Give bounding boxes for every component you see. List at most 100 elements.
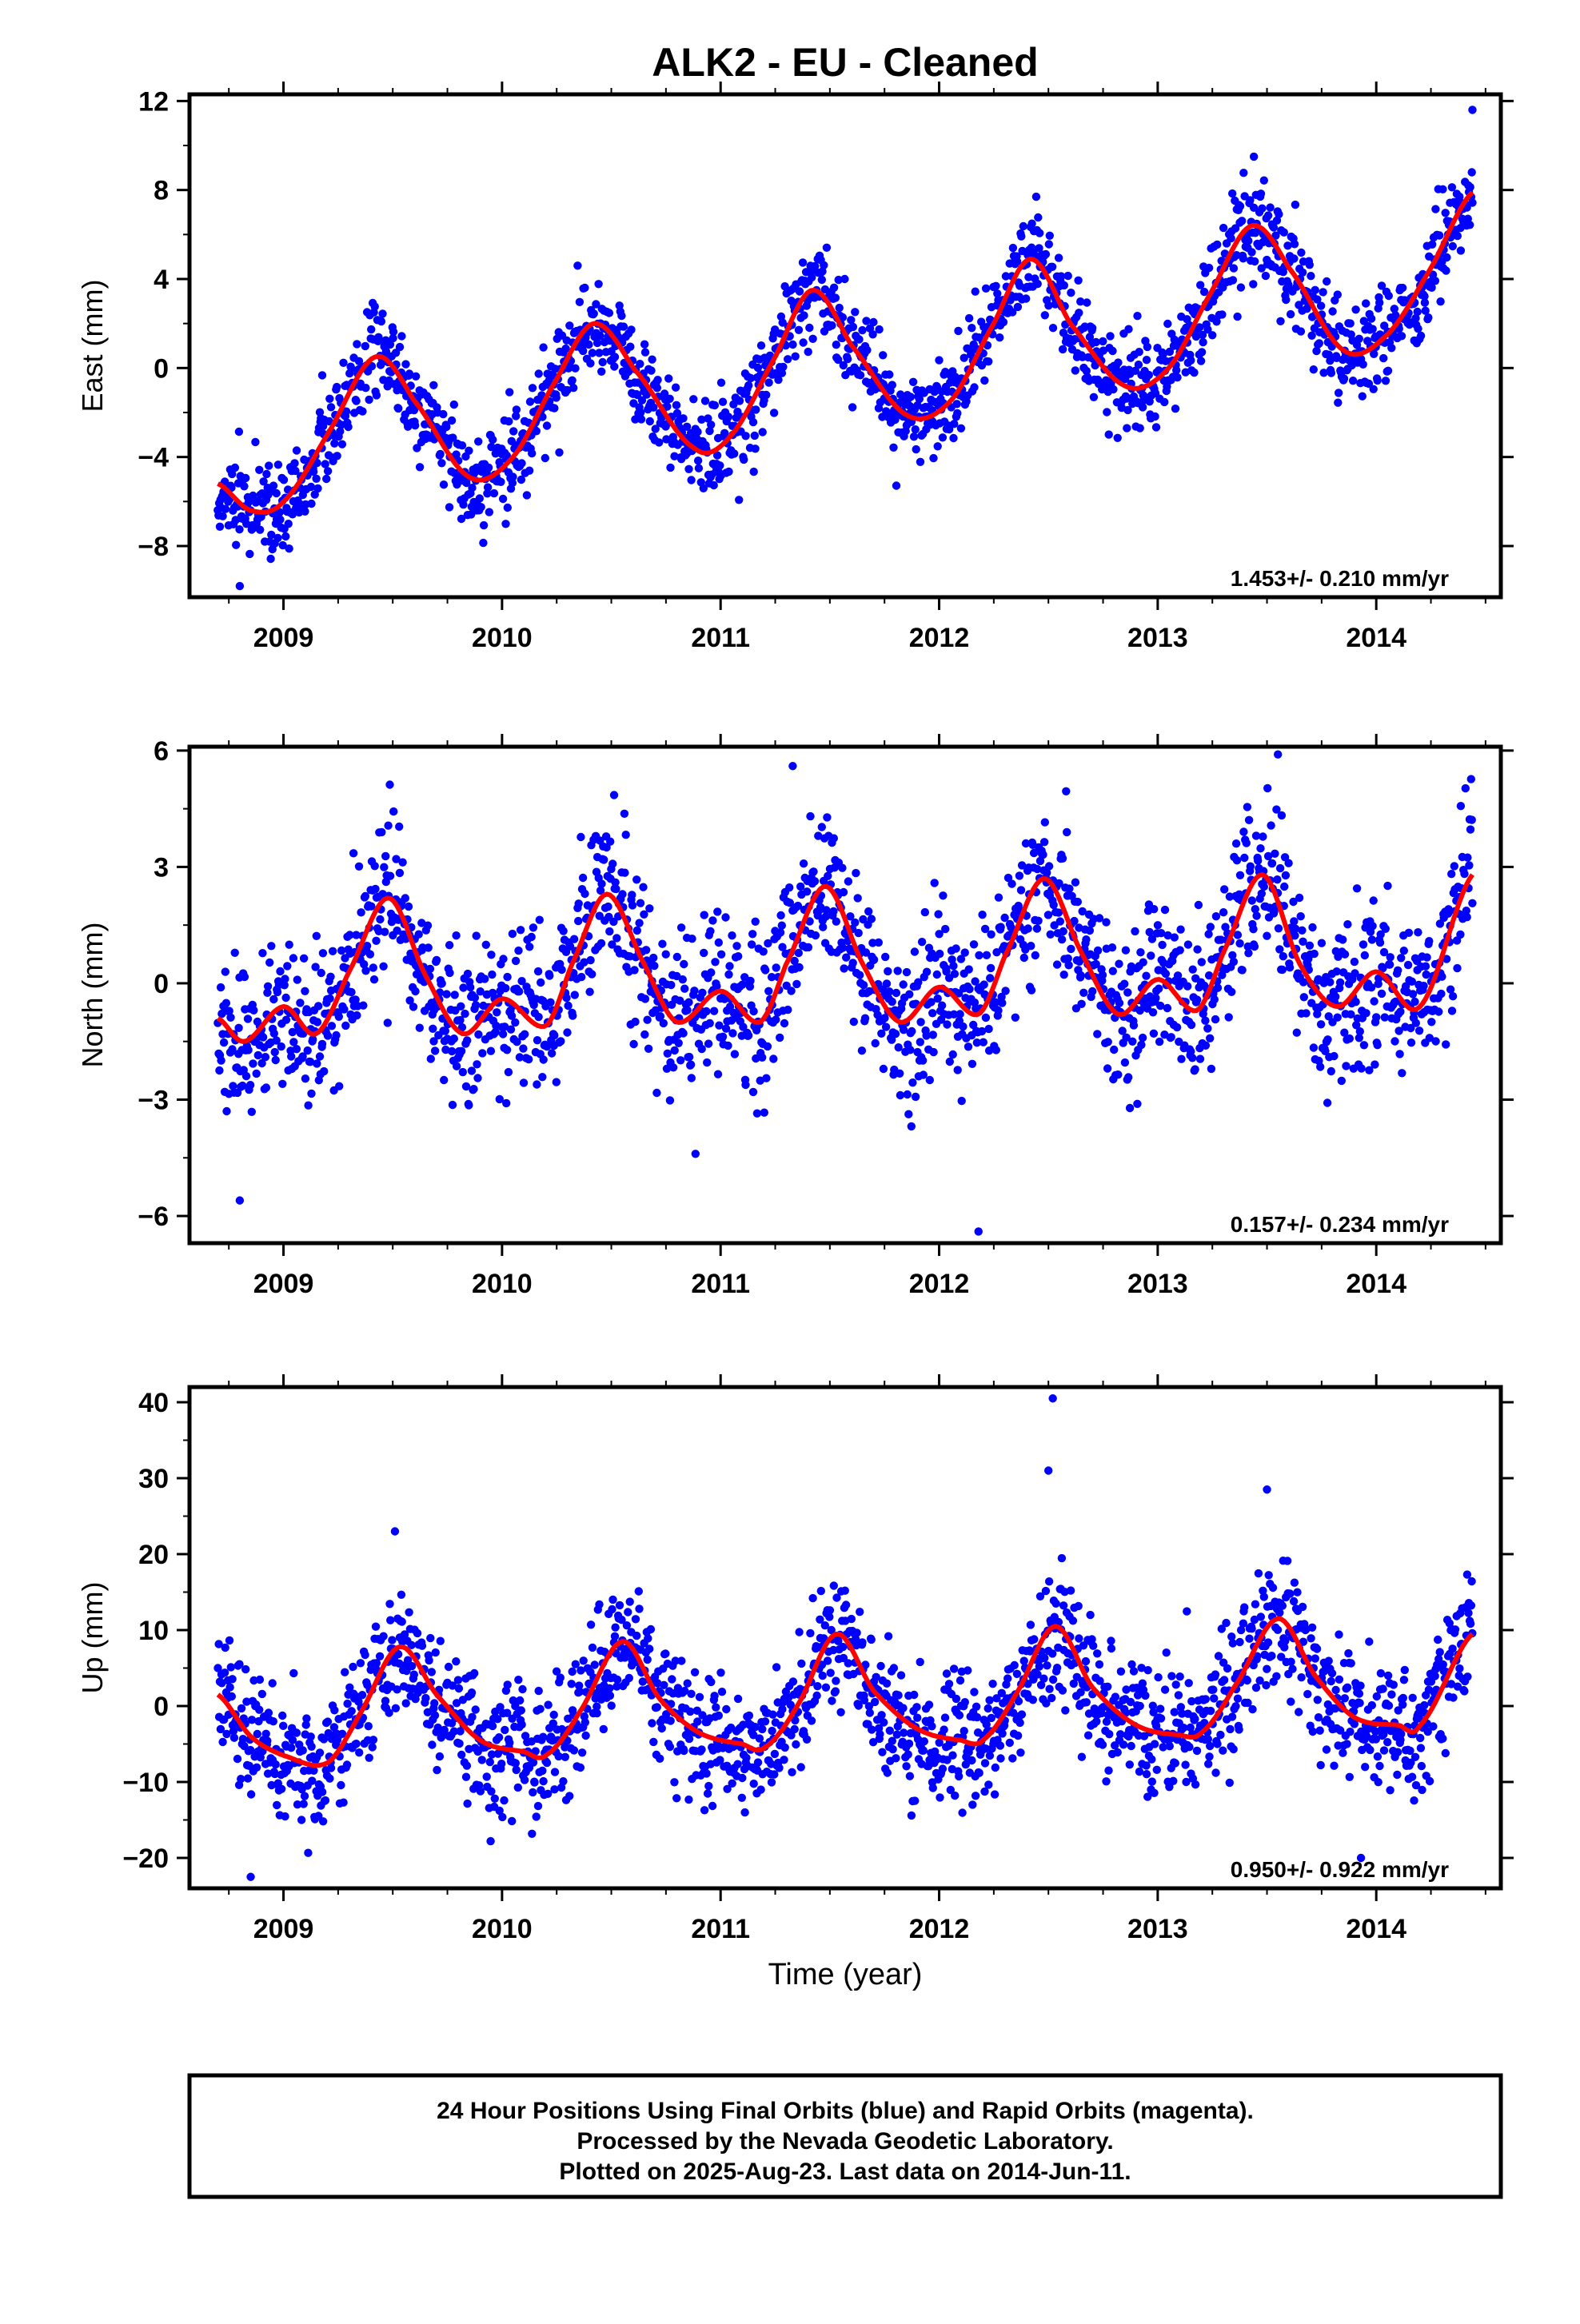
east-data-point bbox=[1088, 324, 1096, 332]
north-data-point bbox=[679, 975, 687, 983]
up-data-point bbox=[632, 1632, 640, 1640]
up-x-tick-label: 2014 bbox=[1346, 1914, 1406, 1944]
east-data-point bbox=[1379, 354, 1387, 362]
north-data-point bbox=[487, 951, 495, 959]
north-data-point bbox=[652, 1089, 660, 1097]
north-data-point bbox=[464, 970, 472, 978]
north-data-point bbox=[1034, 917, 1042, 925]
east-data-point bbox=[934, 442, 942, 450]
north-data-point bbox=[680, 960, 688, 968]
north-data-point bbox=[728, 1029, 736, 1037]
up-data-point bbox=[486, 1758, 494, 1766]
north-data-point bbox=[1167, 1033, 1175, 1041]
north-data-point bbox=[959, 1022, 967, 1030]
east-data-point bbox=[1307, 272, 1315, 280]
east-data-point bbox=[509, 472, 517, 480]
east-data-point bbox=[1362, 299, 1370, 307]
east-data-point bbox=[378, 309, 386, 317]
north-data-point bbox=[1102, 918, 1110, 926]
up-data-point bbox=[258, 1690, 266, 1698]
north-data-point bbox=[1414, 928, 1422, 936]
up-data-point bbox=[455, 1740, 463, 1748]
up-data-point bbox=[265, 1708, 273, 1716]
north-data-point bbox=[1386, 960, 1394, 968]
north-data-point bbox=[319, 949, 327, 957]
north-data-point bbox=[1251, 943, 1259, 951]
east-data-point bbox=[1335, 389, 1343, 397]
north-data-point bbox=[787, 987, 795, 995]
north-data-point bbox=[384, 822, 392, 830]
north-data-point bbox=[281, 975, 289, 983]
north-data-point bbox=[1162, 970, 1170, 978]
up-data-point bbox=[256, 1676, 264, 1684]
north-data-point bbox=[1059, 855, 1067, 863]
up-data-point bbox=[341, 1668, 349, 1676]
up-data-point bbox=[768, 1727, 776, 1735]
up-data-point bbox=[355, 1748, 363, 1756]
east-data-point bbox=[513, 405, 521, 413]
east-data-point bbox=[1435, 231, 1443, 239]
north-data-point bbox=[964, 1042, 972, 1050]
north-data-point bbox=[761, 966, 769, 974]
north-data-point bbox=[405, 903, 413, 911]
north-data-point bbox=[1126, 1104, 1134, 1112]
up-data-point bbox=[228, 1675, 236, 1683]
north-data-point bbox=[585, 988, 593, 996]
north-data-point bbox=[499, 1030, 507, 1038]
up-data-point bbox=[559, 1777, 567, 1785]
up-data-point bbox=[795, 1628, 803, 1636]
up-data-point bbox=[822, 1684, 830, 1692]
north-data-point bbox=[1128, 1038, 1136, 1046]
up-data-point bbox=[316, 1748, 324, 1756]
east-data-point bbox=[719, 398, 727, 406]
north-data-point bbox=[1195, 901, 1203, 909]
east-data-point bbox=[1374, 377, 1382, 385]
north-data-point bbox=[1259, 832, 1267, 840]
north-data-point bbox=[956, 1010, 964, 1018]
north-data-point bbox=[785, 883, 793, 891]
up-data-point bbox=[668, 1675, 676, 1683]
north-data-point bbox=[904, 1090, 912, 1098]
north-data-point bbox=[499, 955, 507, 963]
up-data-point bbox=[233, 1755, 241, 1763]
north-data-point bbox=[731, 1050, 739, 1058]
east-data-point bbox=[968, 324, 976, 332]
north-data-point bbox=[304, 1102, 312, 1110]
east-data-point bbox=[1349, 377, 1357, 385]
east-data-point bbox=[1367, 314, 1375, 322]
up-data-point bbox=[489, 1722, 497, 1730]
north-data-point bbox=[246, 1081, 254, 1089]
east-y-tick-label: 0 bbox=[154, 353, 169, 384]
up-data-point bbox=[716, 1668, 724, 1676]
up-data-point bbox=[876, 1730, 884, 1738]
north-data-point bbox=[1460, 870, 1468, 878]
north-data-point bbox=[954, 1066, 962, 1074]
up-data-point bbox=[768, 1711, 776, 1719]
north-data-point bbox=[501, 984, 509, 992]
north-data-point bbox=[301, 1074, 309, 1082]
up-data-point bbox=[470, 1669, 478, 1677]
north-data-point bbox=[445, 969, 453, 977]
east-data-point bbox=[1307, 332, 1315, 340]
east-data-point bbox=[489, 436, 497, 444]
north-data-point bbox=[984, 1025, 992, 1033]
north-data-point bbox=[488, 971, 496, 979]
up-data-point bbox=[608, 1605, 616, 1613]
up-data-point bbox=[792, 1740, 800, 1748]
up-y-tick-label: 0 bbox=[154, 1692, 169, 1722]
north-data-point bbox=[1376, 939, 1384, 947]
up-data-point bbox=[761, 1717, 769, 1725]
north-data-point bbox=[1053, 960, 1061, 968]
north-data-point bbox=[916, 1038, 924, 1046]
north-data-point bbox=[806, 812, 814, 820]
up-data-point bbox=[781, 1744, 789, 1752]
up-data-point bbox=[327, 1764, 335, 1772]
north-data-point bbox=[710, 1007, 718, 1015]
east-data-point bbox=[1323, 277, 1331, 285]
north-data-point bbox=[830, 834, 838, 842]
north-data-point bbox=[1017, 886, 1025, 894]
north-data-point bbox=[934, 910, 942, 918]
north-data-point bbox=[265, 959, 273, 967]
north-data-point bbox=[858, 1046, 866, 1054]
north-data-point bbox=[721, 913, 729, 921]
